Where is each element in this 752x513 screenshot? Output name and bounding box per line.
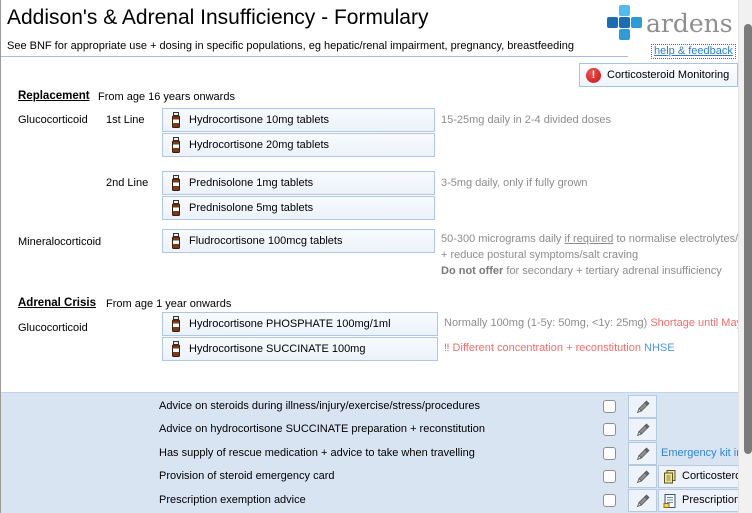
med-button-hydrocortisone-phosphate[interactable]: Hydrocortisone PHOSPHATE 100mg/1ml bbox=[162, 312, 438, 336]
medicine-bottle-icon bbox=[172, 233, 180, 249]
help-feedback-link[interactable]: help & feedback bbox=[651, 44, 736, 59]
med-button-label: Hydrocortisone 10mg tablets bbox=[189, 114, 330, 126]
medicine-bottle-icon bbox=[172, 137, 180, 153]
scrollbar-thumb[interactable] bbox=[744, 24, 752, 454]
medicine-bottle-icon bbox=[172, 112, 180, 128]
med-button-label: Hydrocortisone SUCCINATE 100mg bbox=[189, 343, 366, 355]
checkbox[interactable] bbox=[603, 400, 616, 413]
pencil-icon bbox=[636, 447, 649, 460]
checklist-item-label: Provision of steroid emergency card bbox=[159, 470, 335, 482]
note-mineralocorticoid-line1: 50-300 micrograms daily if required to n… bbox=[441, 233, 738, 245]
adrenal-crisis-age-note: From age 1 year onwards bbox=[106, 298, 232, 310]
brand-logo-text: ardens bbox=[646, 9, 733, 38]
document-form-icon bbox=[663, 493, 676, 508]
note-text: for secondary + tertiary adrenal insuffi… bbox=[503, 265, 722, 277]
alert-circle-icon: ! bbox=[586, 67, 601, 83]
med-button-fludrocortisone-100mcg[interactable]: Fludrocortisone 100mcg tablets bbox=[162, 229, 435, 253]
med-button-label: Prednisolone 1mg tablets bbox=[189, 177, 314, 189]
emergency-kit-info-link[interactable]: Emergency kit info bbox=[661, 447, 738, 459]
page-subtitle: See BNF for appropriate use + dosing in … bbox=[7, 40, 574, 52]
med-button-prednisolone-1mg[interactable]: Prednisolone 1mg tablets bbox=[162, 171, 435, 195]
checkbox[interactable] bbox=[603, 470, 616, 483]
monitoring-button-label: Corticosteroid Monitoring bbox=[607, 69, 730, 81]
pencil-icon bbox=[636, 494, 649, 507]
medicine-bottle-icon bbox=[172, 316, 180, 332]
checkbox[interactable] bbox=[603, 447, 616, 460]
med-button-label: Hydrocortisone PHOSPHATE 100mg/1ml bbox=[189, 318, 391, 330]
note-text: Normally 100mg (1-5y: 50mg, <1y: 25mg) bbox=[444, 317, 651, 329]
leaflet-label: Prescription C bbox=[682, 494, 738, 506]
section-heading-replacement: Replacement bbox=[18, 90, 90, 102]
checklist-row: Provision of steroid emergency card Cort… bbox=[1, 465, 738, 488]
note-phosphate: Normally 100mg (1-5y: 50mg, <1y: 25mg) S… bbox=[444, 317, 738, 329]
med-button-hydrocortisone-20mg[interactable]: Hydrocortisone 20mg tablets bbox=[162, 133, 435, 157]
checklist-row: Has supply of rescue medication + advice… bbox=[1, 442, 738, 465]
ardens-plus-icon bbox=[607, 5, 643, 41]
vertical-scrollbar[interactable] bbox=[738, 0, 752, 513]
checklist-item-label: Advice on hydrocortisone SUCCINATE prepa… bbox=[159, 423, 485, 435]
pencil-icon bbox=[636, 400, 649, 413]
note-mineralocorticoid-line2: + reduce postural symptoms/salt craving bbox=[441, 249, 639, 261]
medicine-bottle-icon bbox=[172, 341, 180, 357]
pencil-icon bbox=[636, 470, 649, 483]
note-text: 50-300 micrograms daily bbox=[441, 233, 565, 245]
note-text: to normalise electrolytes/re bbox=[613, 233, 738, 245]
annotate-button[interactable] bbox=[628, 418, 657, 441]
checklist-row: Advice on hydrocortisone SUCCINATE prepa… bbox=[1, 418, 738, 441]
leaflet-label: Corticosteroid bbox=[682, 470, 738, 482]
note-mineralocorticoid-line3: Do not offer for secondary + tertiary ad… bbox=[441, 265, 722, 277]
annotate-button[interactable] bbox=[628, 395, 657, 418]
med-button-hydrocortisone-10mg[interactable]: Hydrocortisone 10mg tablets bbox=[162, 108, 435, 132]
checklist-item-label: Prescription exemption advice bbox=[159, 494, 306, 506]
replacement-age-note: From age 16 years onwards bbox=[98, 91, 235, 103]
prescription-leaflet-button[interactable]: Prescription C bbox=[658, 489, 738, 512]
checklist-item-label: Advice on steroids during illness/injury… bbox=[159, 400, 480, 412]
label-first-line: 1st Line bbox=[106, 114, 145, 126]
header-divider bbox=[1, 56, 628, 57]
annotate-button[interactable] bbox=[628, 465, 657, 488]
note-bold-text: Do not offer bbox=[441, 265, 504, 277]
checkbox[interactable] bbox=[603, 494, 616, 507]
page-title: Addison's & Adrenal Insufficiency - Form… bbox=[7, 6, 429, 29]
nhse-link[interactable]: NHSE bbox=[644, 342, 675, 354]
concentration-warning-text: ‼ Different concentration + reconstituti… bbox=[444, 342, 645, 354]
med-button-label: Hydrocortisone 20mg tablets bbox=[189, 139, 330, 151]
checklist-item-label: Has supply of rescue medication + advice… bbox=[159, 447, 475, 459]
corticosteroid-leaflet-button[interactable]: Corticosteroid bbox=[658, 465, 738, 488]
document-copy-icon bbox=[664, 469, 676, 483]
label-glucocorticoid-crisis: Glucocorticoid bbox=[18, 322, 88, 334]
med-button-hydrocortisone-succinate[interactable]: Hydrocortisone SUCCINATE 100mg bbox=[162, 337, 438, 361]
note-glucocorticoid-second-line: 3-5mg daily, only if fully grown bbox=[441, 177, 588, 189]
medicine-bottle-icon bbox=[172, 200, 180, 216]
med-button-label: Prednisolone 5mg tablets bbox=[189, 202, 314, 214]
label-glucocorticoid: Glucocorticoid bbox=[18, 114, 88, 126]
checklist-row: Prescription exemption advice Prescripti… bbox=[1, 489, 738, 512]
annotate-button[interactable] bbox=[628, 442, 657, 465]
pencil-icon bbox=[636, 423, 649, 436]
annotate-button[interactable] bbox=[628, 489, 657, 512]
note-underlined-text: if required bbox=[564, 233, 614, 245]
shortage-warning-text: Shortage until May 20 bbox=[650, 317, 738, 329]
checklist-panel: Advice on steroids during illness/injury… bbox=[1, 392, 738, 513]
label-second-line: 2nd Line bbox=[106, 177, 149, 189]
checkbox[interactable] bbox=[603, 423, 616, 436]
section-heading-adrenal-crisis: Adrenal Crisis bbox=[18, 297, 96, 309]
med-button-label: Fludrocortisone 100mcg tablets bbox=[189, 235, 343, 247]
corticosteroid-monitoring-button[interactable]: ! Corticosteroid Monitoring bbox=[579, 63, 738, 87]
checklist-row: Advice on steroids during illness/injury… bbox=[1, 395, 738, 418]
med-button-prednisolone-5mg[interactable]: Prednisolone 5mg tablets bbox=[162, 196, 435, 220]
medicine-bottle-icon bbox=[172, 175, 180, 191]
label-mineralocorticoid: Mineralocorticoid bbox=[18, 236, 102, 248]
note-succinate: ‼ Different concentration + reconstituti… bbox=[444, 342, 675, 354]
note-glucocorticoid-first-line: 15-25mg daily in 2-4 divided doses bbox=[441, 114, 611, 126]
